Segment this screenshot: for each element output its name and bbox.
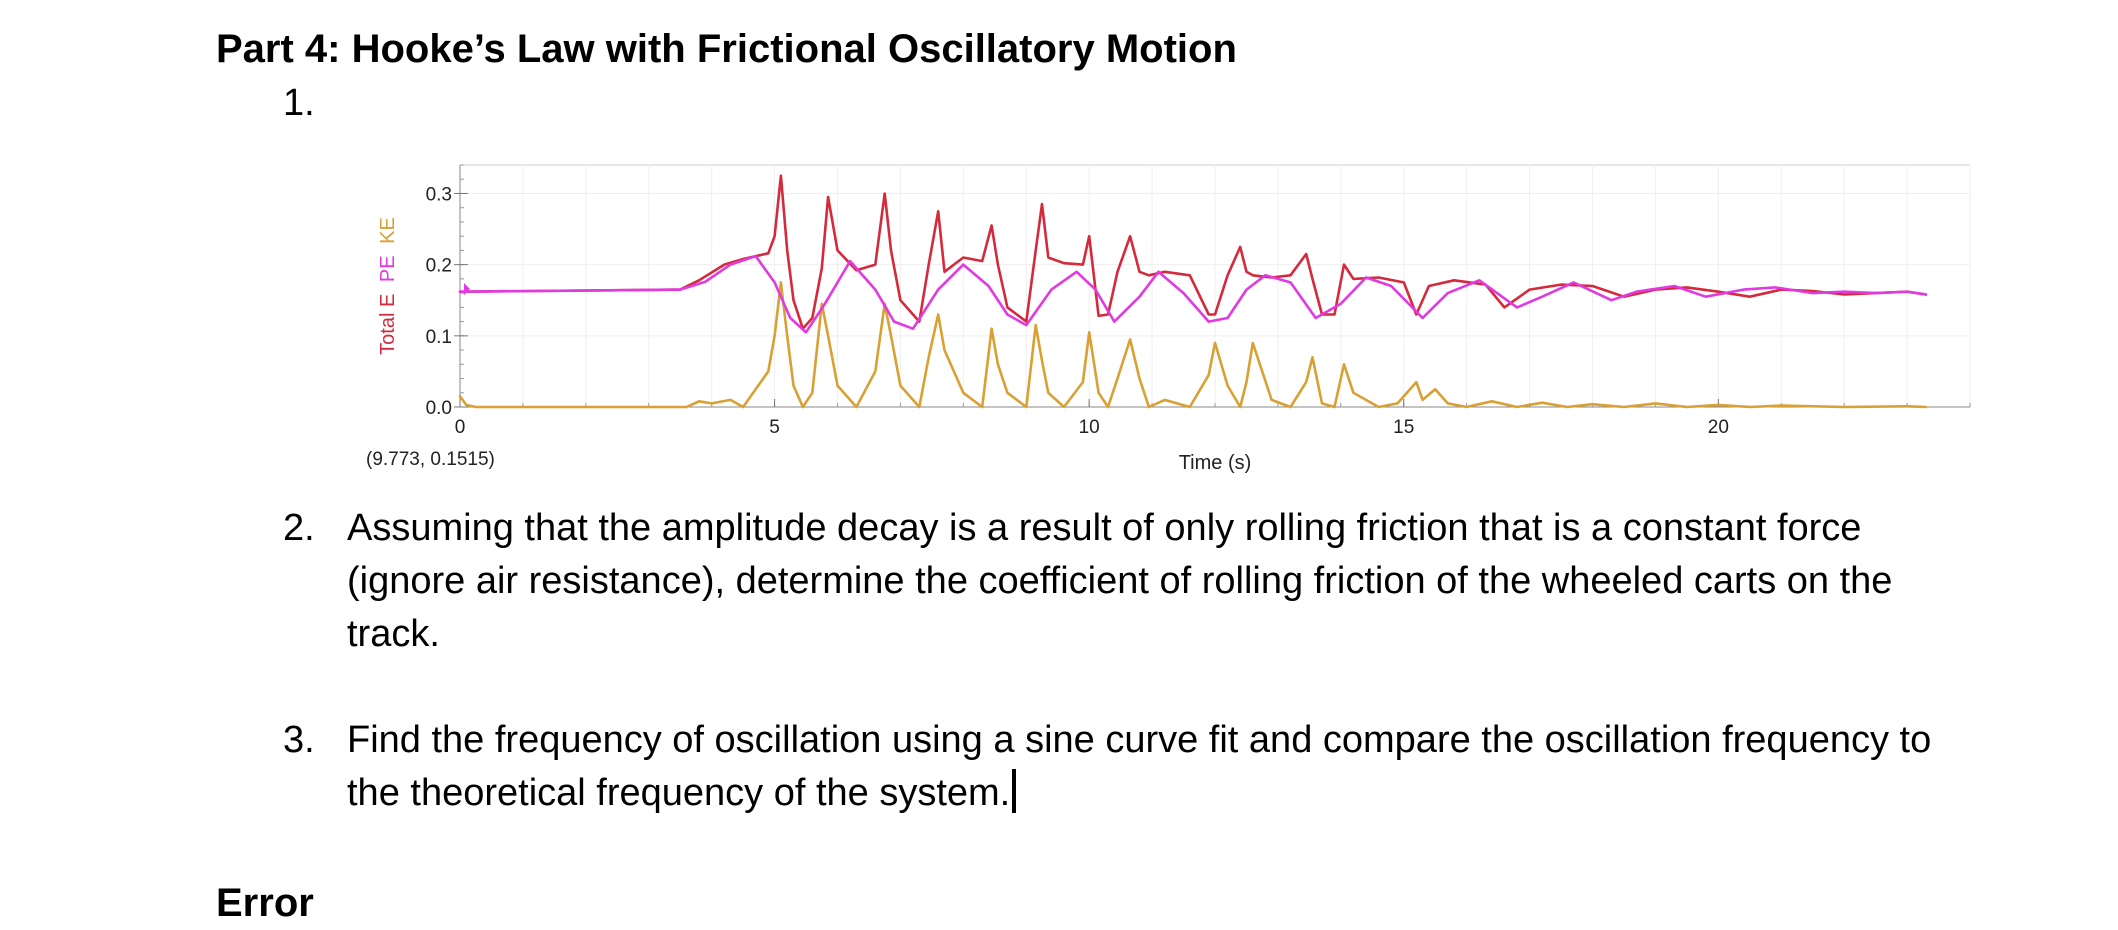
list-item-3-number: 3. bbox=[283, 719, 315, 761]
series-line-ke bbox=[458, 281, 1928, 409]
x-tick-label: 5 bbox=[769, 417, 780, 438]
next-section-heading: Error bbox=[216, 881, 314, 925]
list-item-3-text: Find the frequency of oscillation using … bbox=[347, 719, 1932, 814]
y-tick-label: 0.0 bbox=[426, 398, 452, 419]
series-line-total-e bbox=[458, 174, 1928, 330]
y-tick-label: 0.3 bbox=[426, 184, 452, 205]
y-tick-label: 0.2 bbox=[426, 256, 452, 277]
x-tick-label: 0 bbox=[455, 417, 466, 438]
x-axis-title: Time (s) bbox=[1179, 452, 1252, 474]
cursor-marker-icon bbox=[464, 283, 470, 295]
y-tick-label: 0.1 bbox=[426, 327, 452, 348]
x-tick-label: 10 bbox=[1079, 417, 1100, 438]
y-axis-title-part-total-e: Total E bbox=[377, 294, 399, 355]
y-axis-title-part-pe: PE bbox=[377, 255, 399, 282]
list-item-2: 2. Assuming that the amplitude decay is … bbox=[283, 502, 1933, 661]
cursor-readout: (9.773, 0.1515) bbox=[366, 449, 495, 470]
section-heading: Part 4: Hooke’s Law with Frictional Osci… bbox=[216, 27, 1237, 71]
list-item-1-number: 1. bbox=[283, 82, 315, 124]
energy-chart: 0 5 10 15 20 0.0 0.1 0.2 0.3 Total E PE KE Time … bbox=[366, 164, 1971, 474]
series-line-pe bbox=[458, 254, 1928, 334]
x-tick-label: 20 bbox=[1708, 417, 1729, 438]
list-item-3: 3. Find the frequency of oscillation usi… bbox=[283, 714, 1933, 820]
list-item-3-text-wrap: Find the frequency of oscillation using … bbox=[347, 714, 1933, 820]
x-tick-label: 15 bbox=[1393, 417, 1414, 438]
list-item-2-text: Assuming that the amplitude decay is a r… bbox=[347, 507, 1893, 655]
text-cursor bbox=[1012, 769, 1017, 813]
y-axis-title: Total E PE KE bbox=[377, 217, 399, 355]
y-axis-title-part-ke: KE bbox=[377, 217, 399, 244]
list-item-2-number: 2. bbox=[283, 507, 315, 549]
axis-ticks: 0 5 10 15 20 0.0 0.1 0.2 0.3 bbox=[426, 164, 1971, 438]
series-lines bbox=[458, 174, 1928, 409]
